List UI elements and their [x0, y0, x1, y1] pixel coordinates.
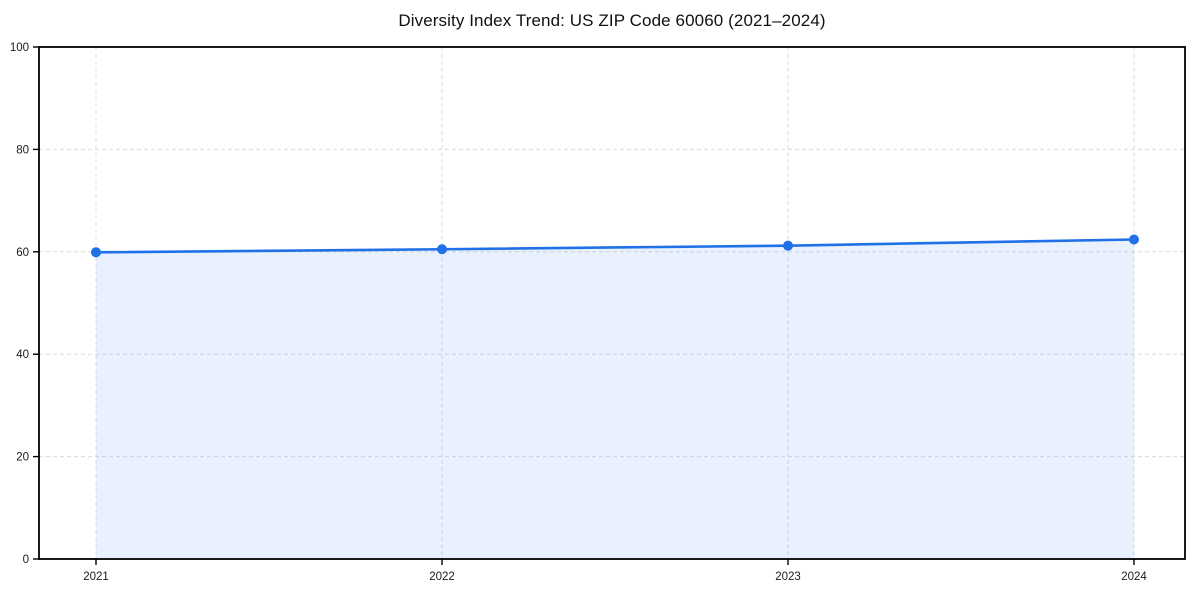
x-tick-label: 2022: [429, 571, 455, 583]
y-tick-label: 40: [16, 349, 29, 361]
y-tick-label: 0: [23, 554, 29, 566]
y-tick-label: 80: [16, 144, 29, 156]
y-tick-label: 60: [16, 247, 29, 259]
x-tick-label: 2021: [83, 571, 109, 583]
data-point-marker: [91, 247, 101, 258]
trend-line: [94, 238, 1136, 254]
plot-border: [38, 46, 1186, 560]
y-tick-label: 20: [16, 452, 29, 464]
area-fill: [96, 239, 1134, 559]
y-tick-label: 100: [10, 42, 29, 54]
data-point-marker: [437, 244, 447, 255]
chart-title: Diversity Index Trend: US ZIP Code 60060…: [398, 11, 826, 30]
x-tick-label: 2024: [1121, 571, 1147, 583]
data-point-marker: [1129, 234, 1139, 245]
x-tick-label: 2023: [775, 571, 801, 583]
data-point-marker: [783, 240, 793, 251]
